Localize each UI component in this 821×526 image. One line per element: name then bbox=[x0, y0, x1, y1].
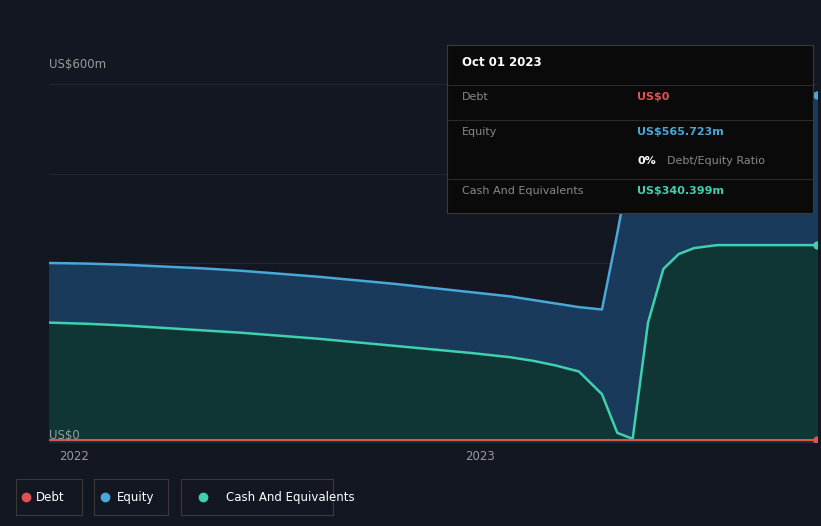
Text: Cash And Equivalents: Cash And Equivalents bbox=[462, 186, 584, 196]
Text: Oct 01 2023: Oct 01 2023 bbox=[462, 56, 542, 69]
Text: 2022: 2022 bbox=[59, 450, 89, 463]
Text: Equity: Equity bbox=[462, 127, 498, 137]
Text: US$340.399m: US$340.399m bbox=[637, 186, 724, 196]
Text: Cash And Equivalents: Cash And Equivalents bbox=[227, 491, 355, 503]
Text: Debt: Debt bbox=[36, 491, 65, 503]
Text: Debt/Equity Ratio: Debt/Equity Ratio bbox=[667, 156, 764, 166]
Text: 0%: 0% bbox=[637, 156, 656, 166]
Text: US$0: US$0 bbox=[637, 92, 670, 102]
Text: US$0: US$0 bbox=[49, 429, 80, 442]
Text: Equity: Equity bbox=[117, 491, 154, 503]
Text: US$600m: US$600m bbox=[49, 58, 107, 71]
Text: US$565.723m: US$565.723m bbox=[637, 127, 724, 137]
Text: Debt: Debt bbox=[462, 92, 488, 102]
Text: 2023: 2023 bbox=[466, 450, 495, 463]
